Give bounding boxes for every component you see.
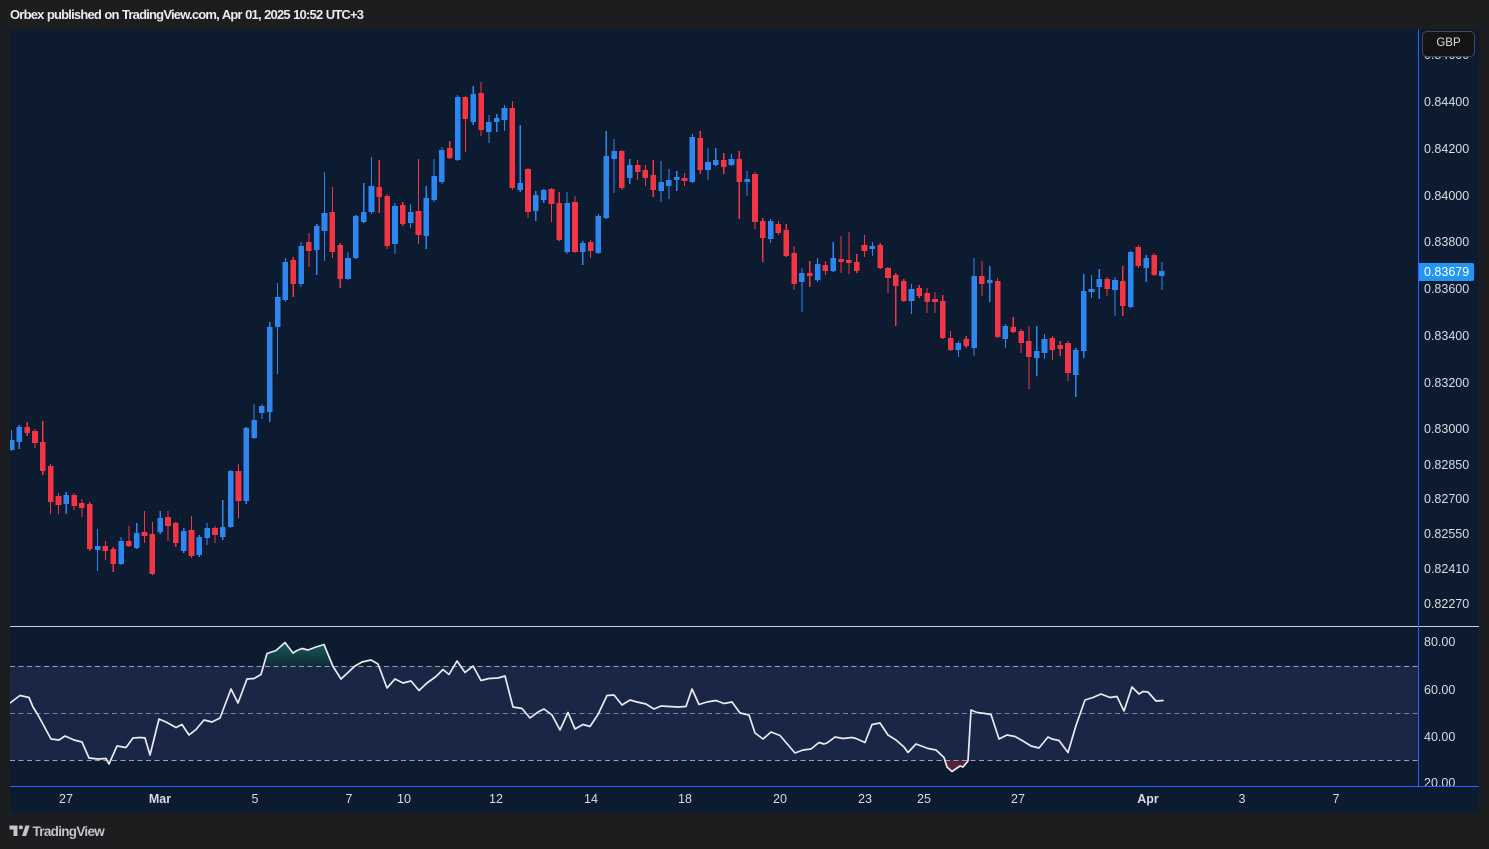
- svg-text:TradingView: TradingView: [33, 824, 106, 839]
